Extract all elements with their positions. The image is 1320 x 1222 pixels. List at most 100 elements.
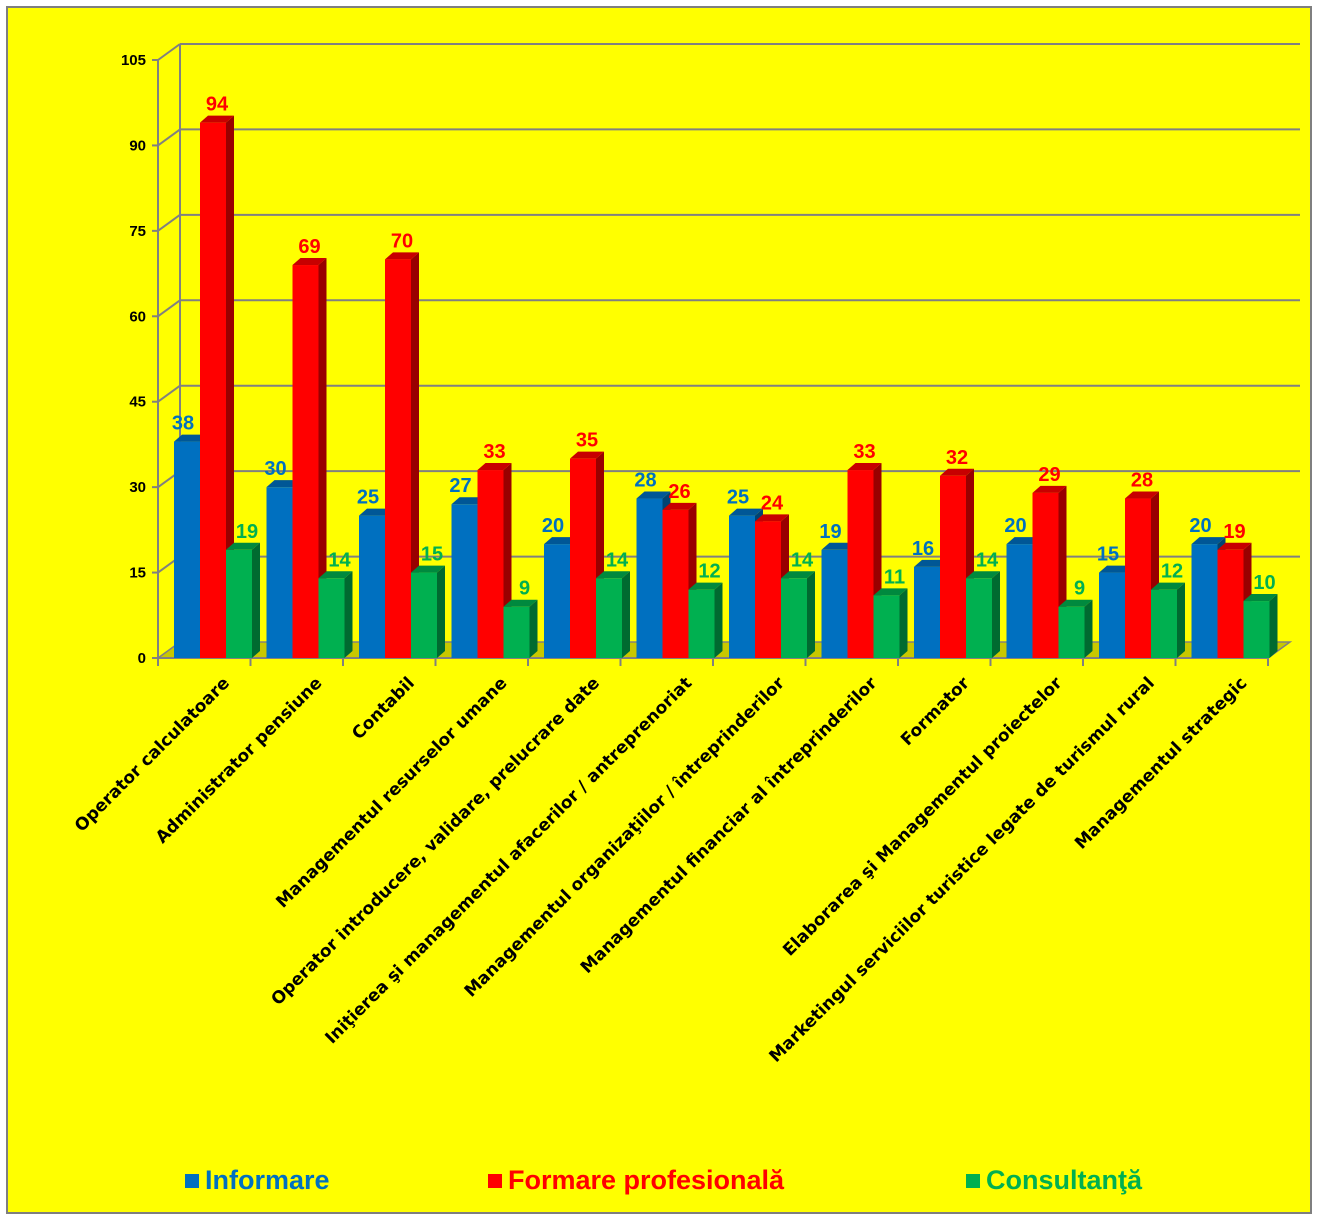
bar-side — [1269, 594, 1278, 658]
bar — [688, 589, 715, 658]
legend-label: Informare — [205, 1165, 330, 1195]
bar — [226, 549, 252, 658]
bar — [477, 470, 504, 658]
data-label: 15 — [421, 544, 443, 566]
bar-top — [636, 491, 671, 499]
gridline-side — [157, 299, 181, 318]
data-label: 20 — [1189, 515, 1211, 537]
bar — [873, 595, 900, 658]
data-label: 14 — [976, 549, 999, 571]
bar — [1243, 601, 1270, 658]
bar-top — [914, 559, 948, 567]
data-label: 30 — [264, 458, 286, 480]
y-tick-label: 0 — [138, 650, 146, 667]
y-tick-label: 75 — [129, 223, 146, 240]
bar-side — [411, 252, 419, 659]
legend-item: Formare profesională — [488, 1165, 784, 1196]
data-label: 10 — [1253, 572, 1275, 594]
data-label: 28 — [1131, 470, 1153, 492]
bar — [570, 458, 596, 658]
bar — [1099, 572, 1125, 658]
bar-top — [1058, 599, 1093, 607]
bar — [503, 606, 530, 658]
bar-top — [503, 599, 538, 607]
bar — [914, 566, 940, 658]
gridline-side — [157, 43, 181, 61]
bar — [1006, 544, 1033, 658]
bar-top — [266, 480, 301, 488]
y-tick-label: 90 — [129, 137, 146, 154]
bar-top — [1006, 537, 1041, 545]
gridline-side — [157, 214, 181, 232]
data-label: 28 — [634, 470, 656, 492]
bar-top — [1099, 565, 1133, 573]
bar-top — [451, 497, 486, 505]
data-label: 14 — [791, 549, 814, 571]
data-label: 26 — [668, 481, 690, 503]
bar-side — [252, 542, 260, 658]
bar — [1151, 589, 1177, 658]
bar-top — [359, 508, 393, 516]
data-label: 33 — [853, 441, 875, 463]
bar — [451, 504, 478, 658]
data-label: 70 — [391, 230, 413, 252]
bar-side — [992, 571, 1000, 658]
legend-swatch — [185, 1173, 199, 1188]
legend-label: Formare profesională — [508, 1165, 785, 1195]
data-label: 9 — [1074, 578, 1085, 600]
bar-side — [1177, 582, 1185, 658]
bar-top — [781, 571, 815, 579]
bar-top — [662, 502, 697, 510]
x-category-label: Operator calculatoare — [71, 673, 234, 836]
legend-label: Consultanţă — [986, 1165, 1143, 1195]
x-category-label: Contabil — [348, 673, 418, 743]
bar-side — [437, 565, 445, 658]
bar-side — [1084, 599, 1093, 658]
legend-swatch — [488, 1173, 502, 1188]
data-label: 33 — [483, 441, 505, 463]
data-label: 20 — [542, 515, 564, 537]
bar — [200, 122, 226, 658]
bar — [1058, 606, 1085, 658]
data-label: 25 — [357, 487, 379, 509]
bar — [781, 578, 807, 658]
data-label: 19 — [236, 521, 258, 543]
data-label: 69 — [298, 236, 320, 258]
y-tick-label: 45 — [129, 394, 146, 411]
data-label: 14 — [328, 549, 351, 571]
bar — [940, 475, 966, 658]
bar — [596, 578, 622, 658]
bar-side — [807, 571, 815, 658]
x-category-label: Managementul organizaţiilor / întreprind… — [461, 673, 789, 1001]
legend: Informare Formare profesională Consultanţă — [0, 1165, 1320, 1199]
bar — [1032, 492, 1059, 658]
bar — [266, 487, 293, 658]
bar — [636, 498, 663, 658]
bar — [411, 572, 437, 658]
bar-top — [688, 582, 723, 590]
bar-top — [477, 463, 512, 471]
bar — [1191, 544, 1218, 658]
bar-top — [821, 542, 856, 550]
gridline-side — [157, 384, 181, 403]
y-tick-label: 15 — [129, 565, 146, 582]
bar-top — [755, 514, 789, 522]
gridline-side — [157, 128, 181, 147]
bar-top — [200, 115, 234, 123]
bar-side — [318, 258, 327, 658]
x-category-label: Iniţierea şi managementul afacerilor / a… — [321, 673, 696, 1048]
bar-top — [847, 463, 882, 471]
bar-top — [1191, 537, 1226, 545]
bar — [359, 515, 385, 658]
bar-top — [729, 508, 763, 516]
bar — [174, 441, 200, 658]
bar-top — [570, 451, 604, 459]
data-label: 12 — [698, 561, 720, 583]
bar-top — [318, 571, 353, 579]
x-category-label: Administrator pensiune — [152, 673, 326, 847]
data-label: 19 — [1223, 521, 1245, 543]
bar — [729, 515, 755, 658]
legend-item: Informare — [185, 1165, 330, 1196]
y-tick-label: 60 — [129, 308, 146, 325]
